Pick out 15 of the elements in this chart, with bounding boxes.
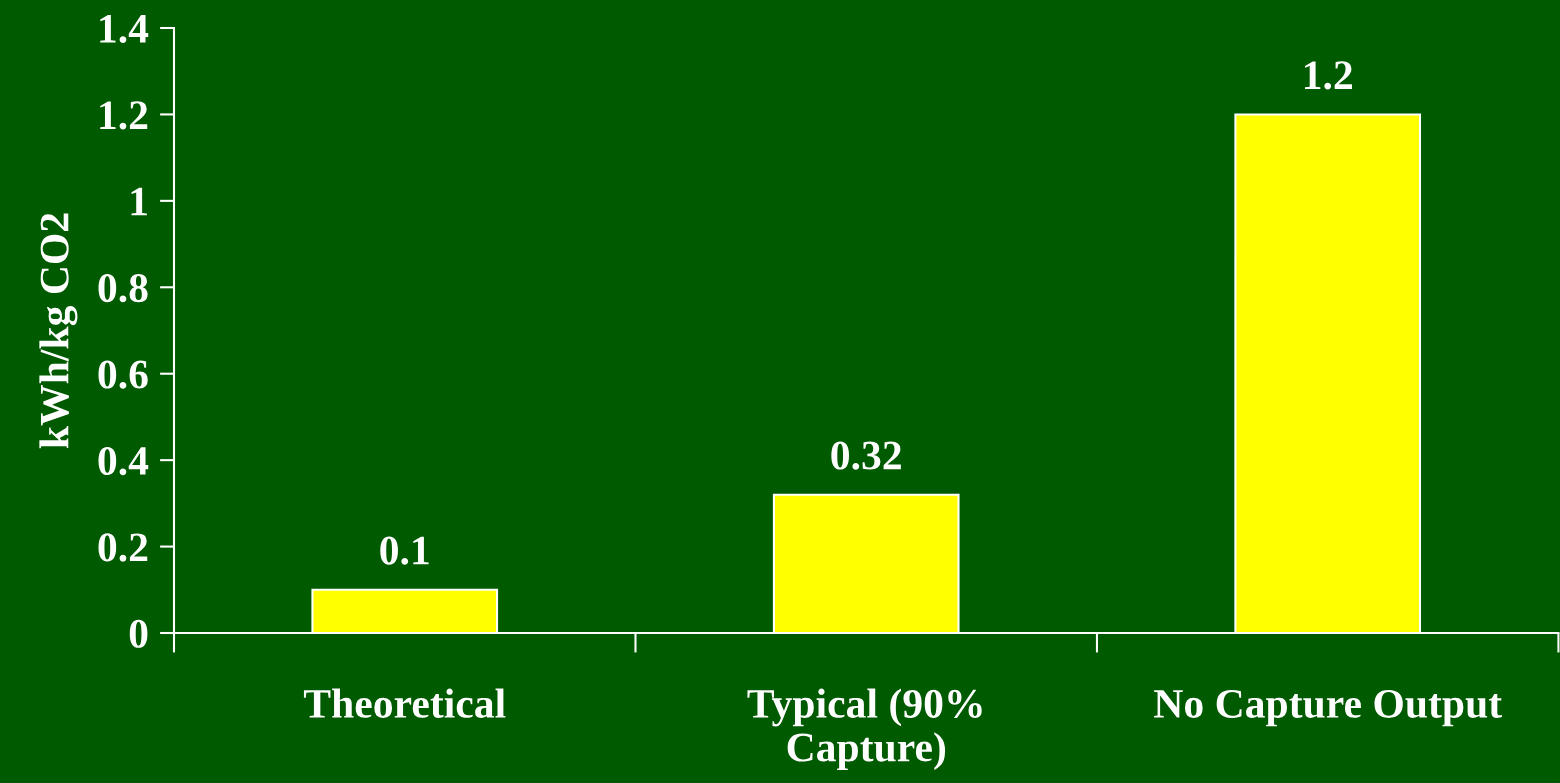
y-axis-title: kWh/kg CO2	[39, 213, 78, 449]
data-label: 0.1	[380, 536, 429, 565]
y-tick-label: 0.2	[98, 533, 148, 562]
data-label: 1.2	[1305, 61, 1352, 90]
y-tick-label: 1.4	[100, 14, 149, 44]
x-tick-label: Typical (90% Capture)	[747, 688, 982, 771]
y-tick-label: 0	[129, 619, 148, 648]
data-label: 0.32	[831, 441, 901, 470]
x-tick-label: No Capture Output	[1154, 689, 1502, 727]
y-tick-label: 0.4	[98, 446, 149, 476]
x-tick-label: Theoretical	[303, 688, 506, 718]
y-tick-label: 0.6	[98, 360, 148, 389]
y-tick-label: 1.2	[100, 101, 148, 130]
y-tick-label: 0.8	[98, 274, 148, 303]
y-tick-label: 1	[131, 187, 147, 216]
